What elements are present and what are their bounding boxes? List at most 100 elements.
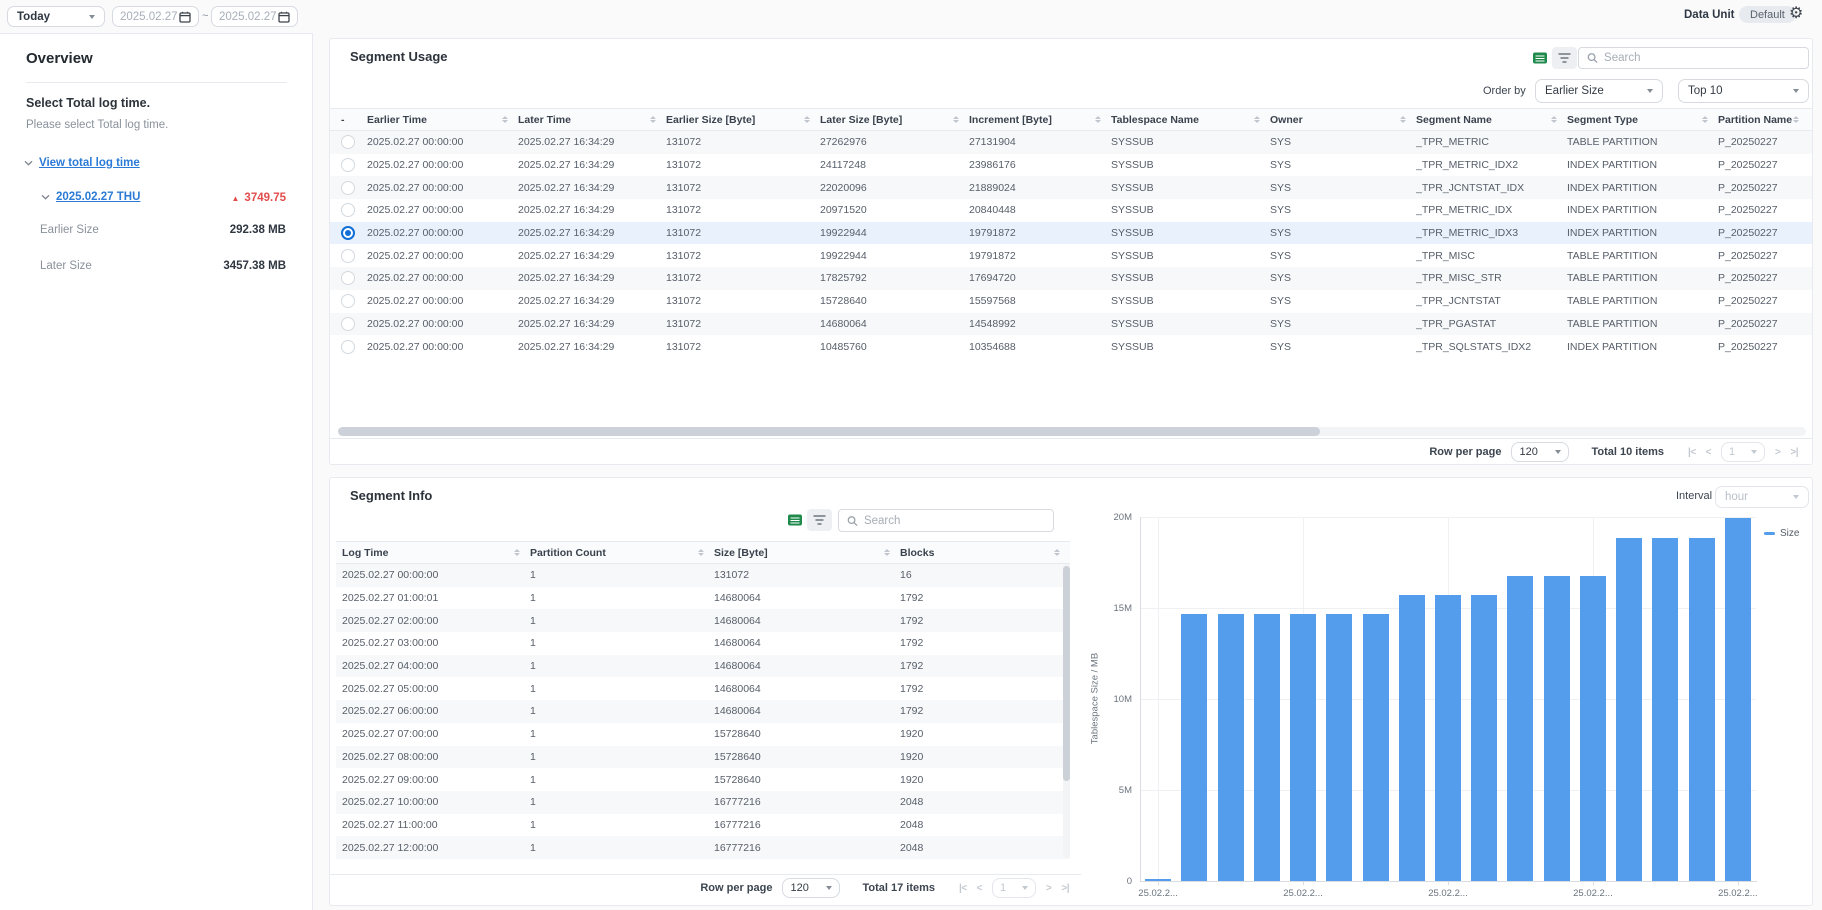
row-radio[interactable] xyxy=(341,317,355,331)
row-radio[interactable] xyxy=(341,271,355,285)
column-header[interactable]: - xyxy=(341,114,367,126)
column-header[interactable]: Later Size [Byte] xyxy=(820,114,969,126)
row-radio[interactable] xyxy=(341,158,355,172)
row-radio[interactable] xyxy=(341,226,355,240)
top-n-select[interactable]: Top 10 xyxy=(1678,79,1809,103)
segment-usage-search[interactable] xyxy=(1578,47,1809,69)
column-header[interactable]: Tablespace Name xyxy=(1111,114,1270,126)
last-page-icon[interactable]: >| xyxy=(1790,447,1798,458)
row-radio[interactable] xyxy=(341,340,355,354)
vertical-scrollbar[interactable] xyxy=(1063,564,1070,858)
table-row[interactable]: 2025.02.27 00:00:002025.02.27 16:34:2913… xyxy=(330,199,1812,222)
view-total-log-time-row[interactable]: View total log time xyxy=(24,157,140,169)
sort-icon[interactable] xyxy=(953,116,959,123)
table-row[interactable]: 2025.02.27 03:00:001146800641792 xyxy=(336,632,1070,655)
sort-icon[interactable] xyxy=(502,116,508,123)
column-header[interactable]: Partition Name xyxy=(1718,114,1809,126)
chevron-down-icon[interactable] xyxy=(24,160,33,166)
table-row[interactable]: 2025.02.27 00:00:002025.02.27 16:34:2913… xyxy=(330,154,1812,177)
table-row[interactable]: 2025.02.27 00:00:00113107216 xyxy=(336,564,1070,587)
table-row[interactable]: 2025.02.27 06:00:001146800641792 xyxy=(336,700,1070,723)
settings-gear-icon[interactable]: ⚙ xyxy=(1789,3,1803,23)
table-row[interactable]: 2025.02.27 00:00:002025.02.27 16:34:2913… xyxy=(330,222,1812,245)
column-header[interactable]: Later Time xyxy=(518,114,666,126)
next-page-icon[interactable]: > xyxy=(1775,447,1780,458)
column-header[interactable]: Blocks xyxy=(900,547,1070,559)
row-radio[interactable] xyxy=(341,203,355,217)
table-row[interactable]: 2025.02.27 00:00:002025.02.27 16:34:2913… xyxy=(330,313,1812,336)
row-radio[interactable] xyxy=(341,181,355,195)
row-per-page-select[interactable]: 120 xyxy=(1511,442,1569,462)
search-input[interactable] xyxy=(1604,52,1800,64)
table-row[interactable]: 2025.02.27 02:00:001146800641792 xyxy=(336,609,1070,632)
table-row[interactable]: 2025.02.27 07:00:001157286401920 xyxy=(336,723,1070,746)
table-row[interactable]: 2025.02.27 00:00:002025.02.27 16:34:2913… xyxy=(330,176,1812,199)
table-row[interactable]: 2025.02.27 00:00:002025.02.27 16:34:2913… xyxy=(330,290,1812,313)
table-row[interactable]: 2025.02.27 05:00:001146800641792 xyxy=(336,677,1070,700)
next-page-icon[interactable]: > xyxy=(1046,883,1051,894)
row-radio[interactable] xyxy=(341,294,355,308)
sort-icon[interactable] xyxy=(1095,116,1101,123)
sort-icon[interactable] xyxy=(1400,116,1406,123)
date-preset-select[interactable]: Today xyxy=(7,6,105,27)
segment-info-search[interactable] xyxy=(838,509,1054,532)
last-page-icon[interactable]: >| xyxy=(1061,883,1069,894)
date-from-input[interactable]: 2025.02.27 xyxy=(112,6,199,27)
sort-icon[interactable] xyxy=(650,116,656,123)
sort-icon[interactable] xyxy=(1793,116,1799,123)
search-input[interactable] xyxy=(864,515,1045,527)
table-row[interactable]: 2025.02.27 01:00:011146800641792 xyxy=(336,587,1070,610)
horizontal-scrollbar[interactable] xyxy=(338,427,1806,436)
table-row[interactable]: 2025.02.27 00:00:002025.02.27 16:34:2913… xyxy=(330,244,1812,267)
interval-select[interactable]: hour xyxy=(1715,486,1809,508)
table-row[interactable]: 2025.02.27 00:00:002025.02.27 16:34:2913… xyxy=(330,335,1812,358)
sort-icon[interactable] xyxy=(698,549,704,556)
table-row[interactable]: 2025.02.27 08:00:001157286401920 xyxy=(336,746,1070,769)
column-header[interactable]: Earlier Size [Byte] xyxy=(666,114,820,126)
sort-icon[interactable] xyxy=(804,116,810,123)
first-page-icon[interactable]: |< xyxy=(1688,447,1696,458)
table-row[interactable]: 2025.02.27 11:00:001167772162048 xyxy=(336,814,1070,837)
column-header[interactable]: Segment Name xyxy=(1416,114,1567,126)
column-header[interactable]: Segment Type xyxy=(1567,114,1718,126)
horizontal-scrollbar-thumb[interactable] xyxy=(338,427,1320,436)
vertical-scrollbar-thumb[interactable] xyxy=(1063,566,1070,781)
day-row[interactable]: 2025.02.27 THU xyxy=(41,191,140,203)
sort-icon[interactable] xyxy=(1054,549,1060,556)
row-radio[interactable] xyxy=(341,249,355,263)
prev-page-icon[interactable]: < xyxy=(1706,447,1711,458)
column-header[interactable]: Partition Count xyxy=(530,547,714,559)
chevron-down-icon[interactable] xyxy=(41,194,50,200)
column-header[interactable]: Earlier Time xyxy=(367,114,518,126)
export-csv-button[interactable] xyxy=(782,509,807,531)
row-per-page-select[interactable]: 120 xyxy=(782,878,840,898)
column-header[interactable]: Increment [Byte] xyxy=(969,114,1111,126)
export-csv-button[interactable] xyxy=(1527,47,1552,69)
table-row[interactable]: 2025.02.27 09:00:001157286401920 xyxy=(336,768,1070,791)
table-row[interactable]: 2025.02.27 00:00:002025.02.27 16:34:2913… xyxy=(330,267,1812,290)
order-by-select[interactable]: Earlier Size xyxy=(1535,79,1663,103)
table-row[interactable]: 2025.02.27 12:00:001167772162048 xyxy=(336,836,1070,859)
filter-button[interactable] xyxy=(807,509,832,531)
day-link[interactable]: 2025.02.27 THU xyxy=(56,191,140,203)
page-number-select[interactable]: 1 xyxy=(1721,442,1765,462)
first-page-icon[interactable]: |< xyxy=(959,883,967,894)
table-row[interactable]: 2025.02.27 04:00:001146800641792 xyxy=(336,655,1070,678)
table-row[interactable]: 2025.02.27 00:00:002025.02.27 16:34:2913… xyxy=(330,131,1812,154)
chart-legend[interactable]: Size xyxy=(1764,528,1799,539)
column-header[interactable]: Size [Byte] xyxy=(714,547,900,559)
sort-icon[interactable] xyxy=(1254,116,1260,123)
sort-icon[interactable] xyxy=(1551,116,1557,123)
row-radio[interactable] xyxy=(341,135,355,149)
sort-icon[interactable] xyxy=(884,549,890,556)
column-header[interactable]: Owner xyxy=(1270,114,1416,126)
sort-icon[interactable] xyxy=(514,549,520,556)
filter-button[interactable] xyxy=(1552,47,1577,69)
column-header[interactable]: Log Time xyxy=(342,547,530,559)
sort-icon[interactable] xyxy=(1702,116,1708,123)
prev-page-icon[interactable]: < xyxy=(977,883,982,894)
view-total-log-time-link[interactable]: View total log time xyxy=(39,157,140,169)
page-number-select[interactable]: 1 xyxy=(992,878,1036,898)
date-to-input[interactable]: 2025.02.27 xyxy=(211,6,298,27)
table-row[interactable]: 2025.02.27 10:00:001167772162048 xyxy=(336,791,1070,814)
